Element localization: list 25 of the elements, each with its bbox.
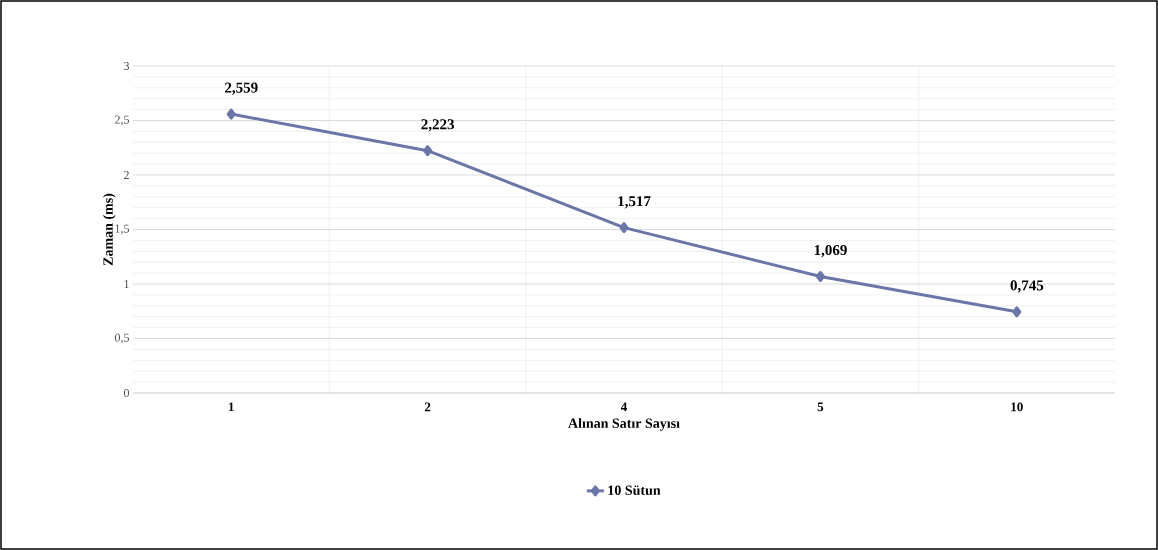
x-tick-label: 4	[620, 402, 628, 412]
y-tick-label: 2	[124, 171, 129, 179]
x-axis-title: Alınan Satır Sayısı	[568, 418, 680, 431]
point	[226, 108, 236, 120]
x-tick-label: 10	[1011, 402, 1023, 412]
y-tick-label: 0	[123, 388, 130, 398]
x-tick-label: 1	[229, 402, 234, 412]
y-tick-label: 1,5	[115, 224, 130, 235]
text: 1,517	[618, 196, 651, 209]
text: 1,069	[814, 244, 847, 258]
y-tick-label: 3	[124, 61, 130, 71]
y-tick-label: 1	[124, 280, 129, 288]
y-axis-title: Zaman (ms)	[102, 193, 116, 266]
point	[1012, 306, 1022, 318]
y-tick-label: 0,5	[114, 333, 130, 344]
text: 0,745	[1010, 280, 1044, 293]
point	[815, 270, 825, 282]
point	[423, 145, 433, 157]
legend-label: 10 Sütun	[608, 485, 661, 496]
point	[619, 222, 629, 234]
y-tick-label: 2,5	[115, 115, 130, 126]
text: 2,223	[421, 119, 455, 132]
x-tick-label: 5	[817, 402, 824, 412]
text: 2,559	[225, 82, 258, 95]
x-tick-label: 2	[424, 402, 431, 412]
